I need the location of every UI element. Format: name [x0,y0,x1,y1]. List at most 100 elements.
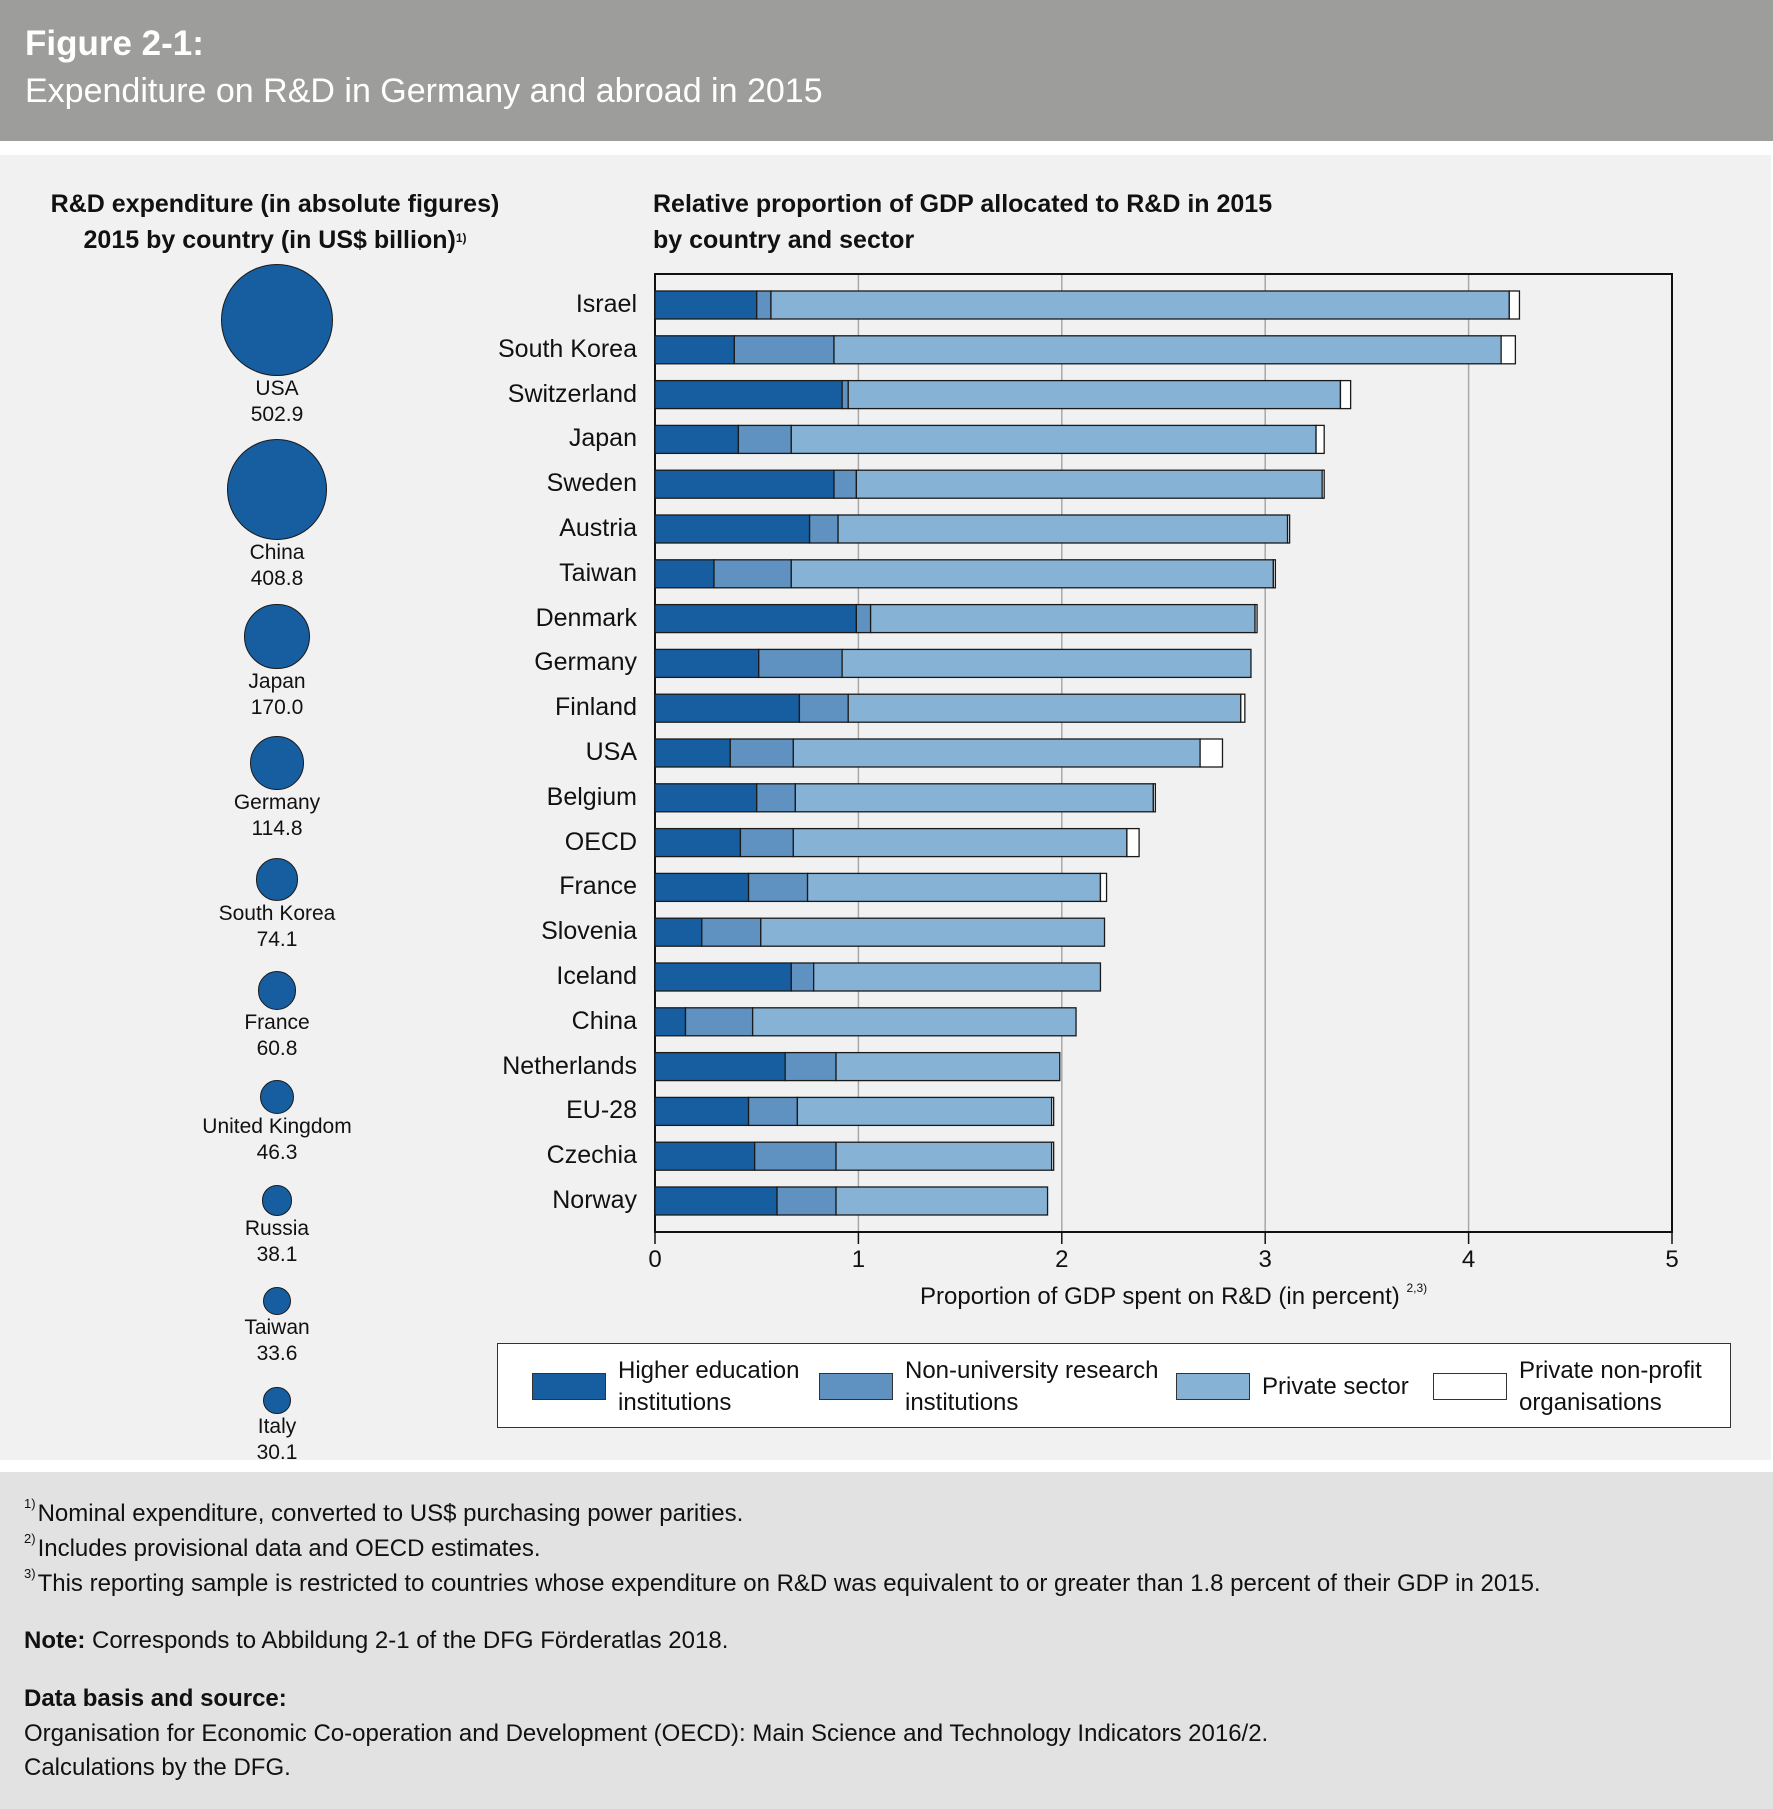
category-label: Taiwan [559,558,637,587]
bar-title-line1: Relative proportion of GDP allocated to … [653,190,1273,218]
bar-segment-non-university [790,962,815,992]
bubble-country: United Kingdom [202,1115,352,1139]
bar-segment-non-university [808,514,839,544]
bubble-value: 114.8 [251,816,303,840]
bubble-value: 60.8 [256,1037,298,1061]
legend-item-non-university: Non-university research institutions [819,1344,1158,1429]
bubble-item: Japan 170.0 [177,603,377,721]
bar-segment-higher-education [654,469,835,499]
figure-header: Figure 2-1: Expenditure on R&D in German… [0,0,1773,141]
bar-segment-private-sector [847,379,1342,410]
bar-segment-private-sector [837,514,1289,544]
category-label: Israel [575,290,637,318]
chart-legend: Higher education institutions Non-univers… [497,1343,1731,1428]
bubble-value: 170.0 [250,695,304,719]
bubble [260,1080,294,1115]
bar-segment-non-university [733,335,835,365]
bubble [263,1386,291,1414]
legend-swatch [1176,1373,1250,1400]
legend-label-line: organisations [1519,1388,1662,1416]
category-label: Slovenia [541,917,637,946]
bar-segment-private-sector [760,917,1106,947]
bubble-item: Italy 30.1 [177,1386,377,1466]
bubble-country: Germany [233,790,321,814]
category-label: Czechia [546,1141,637,1170]
bubble [255,858,299,902]
bar-segment-private-sector [841,648,1252,679]
legend-label-line: Non-university research [905,1356,1159,1384]
bar-segment-private-sector [792,738,1201,768]
bar-segment-private-non-profit [1099,872,1108,903]
bar-segment-higher-education [654,917,703,947]
bubble-item: United Kingdom 46.3 [177,1080,377,1166]
bubble-country: South Korea [218,902,336,926]
bar-segment-non-university [798,693,849,723]
bar-segment-private-sector [796,1096,1053,1127]
bar-segment-higher-education [654,783,758,813]
bar-segment-higher-education [654,379,843,410]
bubble-chart-title: R&D expenditure (in absolute figures) 20… [20,186,530,258]
bar-segment-non-university [784,1051,837,1082]
category-label: Austria [559,514,637,542]
note: Note: Corresponds to Abbildung 2-1 of th… [24,1627,728,1655]
bubble-country: China [249,540,305,564]
bar-segment-private-non-profit [1500,335,1517,365]
bar-segment-private-sector [792,827,1128,858]
bubble [250,736,304,790]
bar-segment-private-sector [855,469,1323,499]
category-label: France [559,872,637,901]
legend-label-line: Private non-profit [1519,1356,1702,1384]
legend-item-private-sector: Private sector [1176,1344,1409,1429]
category-label: Belgium [546,782,637,811]
footnote-mark: 1) [24,1496,36,1511]
legend-label: Non-university research institutions [905,1355,1158,1419]
legend-label-line: institutions [905,1388,1019,1416]
bubble-country: Italy [257,1414,297,1438]
legend-item-private-non-profit: Private non-profit organisations [1433,1344,1702,1429]
bar-segment-higher-education [654,335,735,365]
bar-segment-non-university [684,1007,754,1037]
category-label: China [571,1006,637,1035]
bar-segment-higher-education [654,514,811,544]
bar-segment-private-non-profit [1508,290,1521,320]
bar-title-line2: by country and sector [653,226,915,254]
bar-segment-non-university [841,379,849,410]
bar-segment-higher-education [654,1186,778,1216]
bar-segment-non-university [747,1096,799,1127]
bubble-item: South Korea 74.1 [177,858,377,953]
bubble-value: 38.1 [256,1242,298,1266]
bar-segment-private-sector [835,1141,1053,1171]
category-label: South Korea [498,334,637,363]
category-label: Norway [552,1186,637,1214]
bubble-country: Russia [244,1216,310,1240]
source-line-1: Organisation for Economic Co-operation a… [24,1720,1269,1747]
bar-segment-private-non-profit [1315,424,1325,455]
x-tick-label: 2 [1055,1246,1069,1273]
category-label: Iceland [556,962,637,990]
legend-swatch [532,1373,606,1400]
bubble-title-line2: 2015 by country (in US$ billion) [83,226,456,254]
bar-segment-higher-education [654,559,715,589]
bubble [257,971,297,1011]
bubble-item: China 408.8 [177,438,377,592]
bar-segment-non-university [737,424,792,455]
bubble-country: France [244,1011,310,1035]
bar-segment-private-non-profit [1339,379,1352,410]
legend-item-higher-education: Higher education institutions [532,1344,799,1429]
legend-label-line: institutions [618,1388,732,1416]
footnote-ref: 1) [455,231,467,245]
bar-chart [654,273,1673,1244]
footnote-ref: 2,3) [1406,1281,1428,1295]
bar-segment-private-sector [833,335,1502,365]
bar-segment-higher-education [654,603,858,634]
bar-segment-private-non-profit [1152,783,1157,813]
footnote-1: 1)Nominal expenditure, converted to US$ … [24,1496,743,1528]
x-tick-label: 3 [1258,1246,1272,1273]
bar-segment-non-university [713,559,792,589]
bar-segment-higher-education [654,1007,687,1037]
bar-segment-non-university [758,648,843,679]
category-label: EU-28 [566,1096,637,1125]
bar-segment-non-university [855,603,872,634]
footnote-text: Includes provisional data and OECD estim… [37,1535,541,1562]
bar-segment-private-non-profit [1126,827,1140,858]
